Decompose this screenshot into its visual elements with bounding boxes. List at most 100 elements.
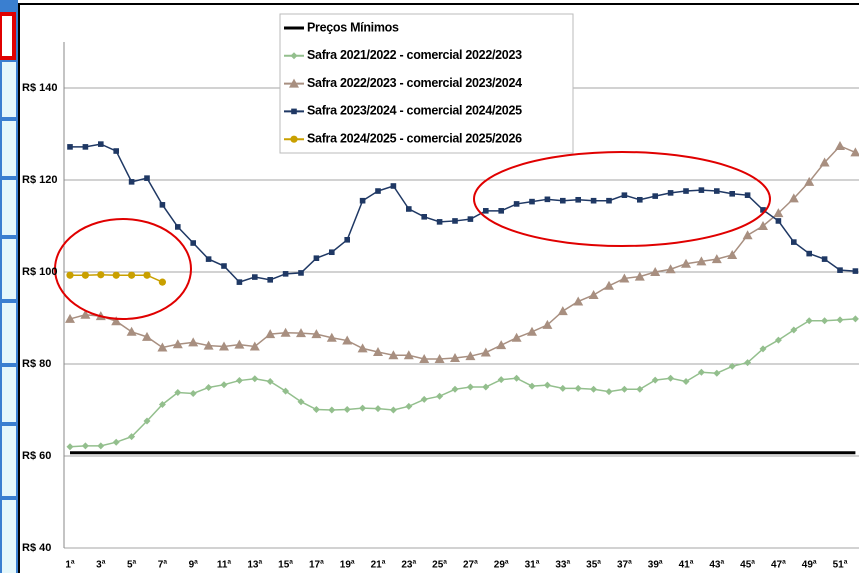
point [713, 369, 721, 377]
highlight-ellipse [473, 151, 771, 247]
point [634, 271, 645, 281]
point [405, 402, 413, 410]
point [175, 224, 181, 230]
point [342, 335, 353, 345]
point [483, 208, 489, 214]
point [66, 443, 74, 451]
x-tick-label: 47ª [771, 560, 786, 571]
point [557, 306, 568, 316]
point [190, 240, 196, 246]
point [452, 218, 458, 224]
x-tick-label: 35ª [586, 560, 601, 571]
point [744, 359, 752, 367]
point [728, 362, 736, 370]
x-tick-label: 37ª [617, 560, 632, 571]
point [344, 237, 350, 243]
point [359, 197, 366, 204]
x-tick-label: 29ª [494, 560, 509, 571]
point [205, 383, 213, 391]
point [683, 188, 689, 194]
y-tick-label: R$ 120 [22, 174, 57, 186]
point [560, 197, 566, 204]
point [436, 392, 444, 400]
point [821, 256, 828, 262]
point [267, 277, 273, 283]
point [529, 198, 535, 205]
point [112, 438, 120, 446]
point [496, 340, 507, 350]
point [403, 350, 414, 360]
x-tick-label: 19ª [340, 560, 355, 571]
point [480, 347, 491, 357]
point [388, 350, 399, 360]
point [406, 206, 412, 212]
point [373, 347, 383, 357]
point [374, 405, 382, 413]
point [850, 147, 859, 157]
point [821, 317, 829, 325]
point [788, 193, 799, 203]
point [252, 274, 258, 280]
point [498, 208, 504, 214]
x-tick-label: 33ª [555, 560, 570, 571]
point [97, 442, 105, 450]
point [513, 201, 520, 207]
point [329, 249, 335, 256]
point [773, 208, 784, 218]
x-tick-label: 39ª [648, 560, 663, 571]
y-tick-label: R$ 100 [22, 266, 57, 278]
x-tick-label: 31ª [525, 560, 540, 571]
x-tick-label: 51ª [833, 560, 848, 571]
point [852, 268, 859, 274]
point [128, 433, 136, 441]
point [451, 385, 459, 393]
point [389, 406, 397, 414]
point [326, 332, 337, 342]
point [126, 326, 137, 336]
point [619, 273, 630, 283]
point [742, 230, 753, 240]
point [636, 385, 644, 393]
point [744, 192, 751, 198]
point [836, 316, 844, 324]
y-tick-label: R$ 140 [22, 82, 57, 94]
point [575, 196, 581, 203]
point [290, 52, 298, 60]
point [188, 337, 199, 347]
point [588, 290, 599, 299]
point [266, 377, 274, 385]
point [236, 279, 243, 285]
point [280, 327, 291, 337]
point [851, 315, 859, 323]
point [298, 270, 304, 276]
point [113, 148, 119, 154]
point [172, 339, 183, 349]
x-tick-label: 23ª [401, 560, 416, 571]
point [219, 341, 229, 351]
y-tick-label: R$ 40 [22, 542, 51, 554]
point [419, 353, 430, 363]
point [158, 400, 166, 408]
x-tick-label: 43ª [709, 560, 724, 571]
point [128, 271, 136, 279]
point [157, 342, 168, 352]
point [621, 192, 628, 198]
highlight-ellipse [54, 218, 192, 320]
x-tick-label: 41ª [679, 560, 694, 571]
point [220, 381, 228, 389]
point [606, 197, 612, 204]
point [774, 336, 782, 344]
legend-label: Preços Mínimos [307, 20, 399, 34]
point [311, 329, 322, 339]
point [760, 207, 766, 213]
point [420, 395, 428, 403]
point [559, 384, 567, 392]
point [81, 271, 89, 279]
y-tick-label: R$ 60 [22, 450, 51, 462]
legend-label: Safra 2021/2022 - comercial 2022/2023 [307, 48, 522, 62]
x-tick-label: 49ª [802, 560, 817, 571]
point [313, 255, 320, 261]
point [819, 157, 830, 167]
point [837, 267, 843, 273]
